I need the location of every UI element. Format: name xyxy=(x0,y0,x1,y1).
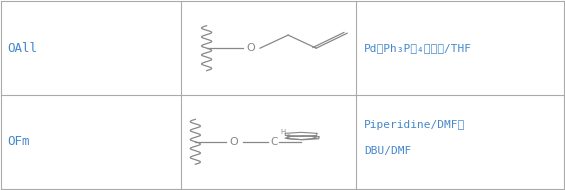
Text: OFm: OFm xyxy=(7,135,29,148)
Text: H: H xyxy=(280,129,285,135)
Text: OAll: OAll xyxy=(7,42,37,55)
Text: Piperidine/DMF，: Piperidine/DMF， xyxy=(364,120,465,130)
Text: Pd（Ph₃P）₄，咀咐/THF: Pd（Ph₃P）₄，咀咐/THF xyxy=(364,43,472,53)
Text: 2: 2 xyxy=(287,134,290,139)
Text: O: O xyxy=(229,137,238,147)
Text: O: O xyxy=(246,43,255,53)
Text: C: C xyxy=(270,137,277,147)
Text: DBU/DMF: DBU/DMF xyxy=(364,146,411,156)
